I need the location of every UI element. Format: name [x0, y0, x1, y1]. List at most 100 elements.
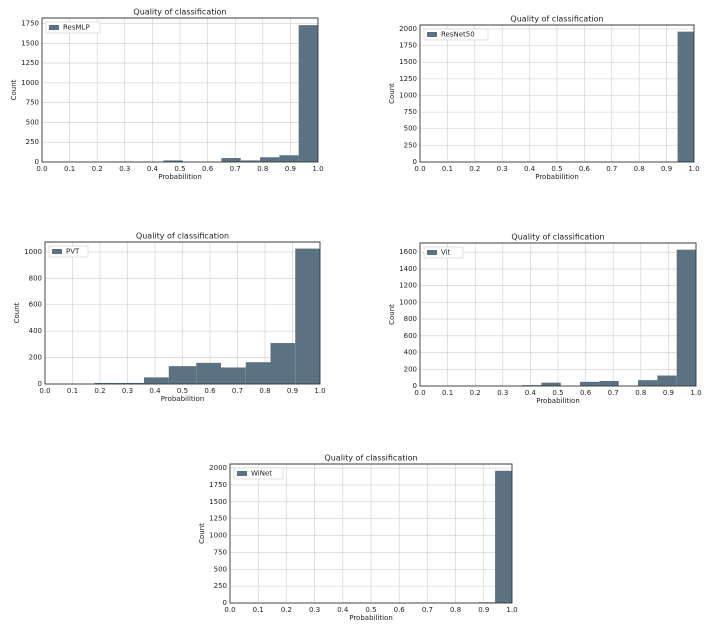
x-tick-label: 0.6 — [204, 387, 216, 395]
x-tick-label: 0.6 — [580, 389, 592, 397]
y-tick-label: 1500 — [399, 58, 417, 66]
y-tick-label: 200 — [29, 354, 42, 362]
y-tick-label: 250 — [214, 582, 227, 590]
x-tick-label: 0.2 — [469, 165, 480, 173]
y-tick-label: 2000 — [399, 25, 417, 33]
x-tick-label: 0.2 — [94, 387, 105, 395]
y-tick-label: 1000 — [399, 298, 417, 306]
y-tick-label: 1500 — [21, 39, 39, 47]
y-tick-label: 0 — [223, 599, 227, 607]
y-tick-label: 1000 — [24, 248, 42, 256]
y-tick-label: 800 — [404, 315, 417, 323]
bar — [599, 381, 618, 386]
bar — [279, 155, 298, 162]
y-tick-label: 1600 — [399, 248, 417, 256]
y-tick-label: 750 — [214, 548, 227, 556]
y-tick-label: 1750 — [399, 42, 417, 50]
x-tick-label: 0.5 — [174, 165, 185, 173]
bar — [144, 377, 169, 384]
y-tick-label: 1500 — [209, 498, 227, 506]
y-tick-label: 500 — [214, 565, 227, 573]
legend-label: ResMLP — [63, 24, 90, 32]
y-tick-label: 600 — [404, 332, 417, 340]
bar — [299, 25, 318, 162]
x-tick-label: 0.1 — [253, 606, 264, 614]
x-tick-label: 0.8 — [634, 165, 645, 173]
legend-label: ResNet50 — [441, 31, 475, 39]
y-tick-label: 600 — [29, 301, 42, 309]
legend-label: WiNet — [251, 470, 272, 478]
y-tick-label: 0 — [35, 158, 39, 166]
bar — [260, 157, 279, 162]
x-tick-label: 0.5 — [551, 165, 562, 173]
x-tick-label: 0.2 — [470, 389, 481, 397]
x-tick-label: 0.8 — [259, 387, 270, 395]
x-tick-label: 0.1 — [442, 389, 453, 397]
x-tick-label: 0.4 — [524, 165, 536, 173]
y-tick-label: 1250 — [21, 59, 39, 67]
x-tick-label: 0.3 — [119, 165, 130, 173]
y-tick-label: 1000 — [21, 79, 39, 87]
x-tick-label: 0.6 — [202, 165, 214, 173]
x-tick-label: 0.7 — [422, 606, 433, 614]
x-tick-label: 0.3 — [497, 165, 508, 173]
x-tick-label: 0.4 — [525, 389, 537, 397]
x-tick-label: 0.9 — [287, 387, 298, 395]
x-tick-label: 1.0 — [506, 606, 517, 614]
legend-swatch — [237, 471, 247, 476]
x-tick-label: 0.1 — [67, 387, 78, 395]
y-axis-label: Count — [388, 83, 396, 104]
x-tick-label: 0.5 — [552, 389, 563, 397]
y-tick-label: 1750 — [209, 481, 227, 489]
x-tick-label: 0.8 — [635, 389, 646, 397]
bar — [541, 383, 560, 386]
x-tick-label: 0.7 — [606, 165, 617, 173]
y-axis-label: Count — [198, 523, 206, 544]
x-tick-label: 0.0 — [414, 389, 425, 397]
x-tick-label: 0.7 — [608, 389, 619, 397]
x-tick-label: 0.9 — [661, 165, 672, 173]
y-tick-label: 750 — [26, 99, 39, 107]
bar — [169, 366, 197, 384]
x-tick-label: 0.2 — [281, 606, 292, 614]
legend-label: PVT — [66, 248, 80, 256]
y-tick-label: 0 — [413, 158, 417, 166]
chart-title: Quality of classification — [133, 8, 226, 17]
y-tick-label: 2000 — [209, 464, 227, 472]
x-tick-label: 0.6 — [579, 165, 591, 173]
x-tick-label: 0.9 — [285, 165, 296, 173]
chart-title: Quality of classification — [511, 233, 604, 242]
bar — [580, 382, 599, 386]
bar — [221, 158, 240, 162]
x-tick-label: 0.7 — [232, 387, 243, 395]
x-tick-label: 0.3 — [122, 387, 133, 395]
x-tick-label: 0.1 — [64, 165, 75, 173]
x-axis-label: Probabilition — [161, 395, 205, 403]
x-tick-label: 0.3 — [497, 389, 508, 397]
bar — [677, 250, 696, 386]
y-tick-label: 0 — [413, 382, 417, 390]
y-tick-label: 1000 — [399, 91, 417, 99]
x-tick-label: 0.4 — [147, 165, 159, 173]
x-tick-label: 0.9 — [663, 389, 674, 397]
x-tick-label: 0.3 — [309, 606, 320, 614]
legend-label: Vit — [441, 249, 451, 257]
x-tick-label: 0.0 — [39, 387, 50, 395]
y-tick-label: 400 — [29, 327, 42, 335]
x-tick-label: 0.8 — [257, 165, 268, 173]
bar — [221, 367, 246, 384]
bar — [196, 363, 221, 384]
x-tick-label: 0.8 — [450, 606, 461, 614]
legend-swatch — [49, 25, 59, 30]
x-tick-label: 0.2 — [92, 165, 103, 173]
x-tick-label: 1.0 — [314, 387, 325, 395]
x-tick-label: 0.6 — [394, 606, 406, 614]
bar — [657, 376, 676, 386]
x-tick-label: 0.1 — [442, 165, 453, 173]
legend-swatch — [427, 32, 437, 37]
y-tick-label: 1250 — [209, 515, 227, 523]
bar — [678, 32, 694, 162]
